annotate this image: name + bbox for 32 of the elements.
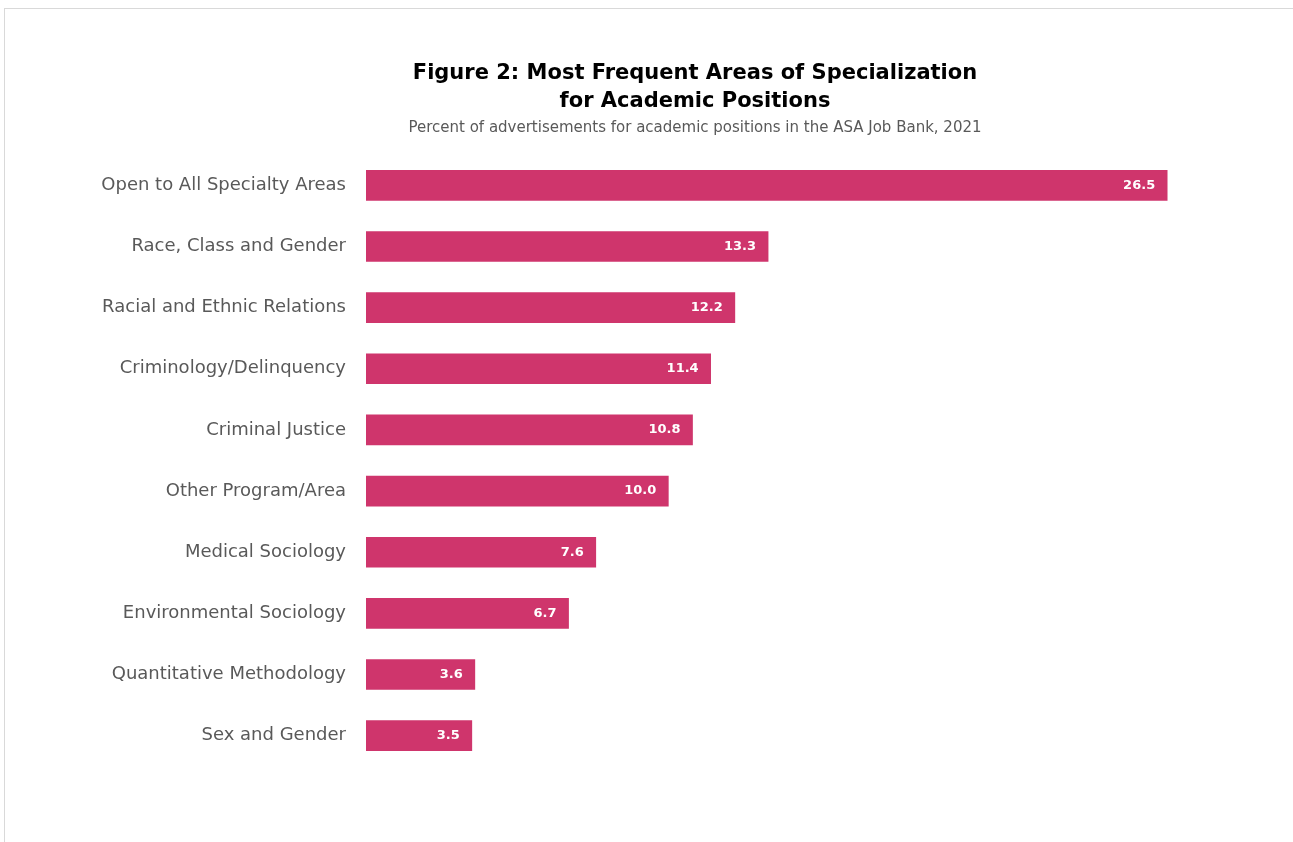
data-label: 26.5 [1123, 176, 1156, 192]
data-label: 3.6 [439, 665, 463, 681]
bar [366, 231, 769, 262]
y-tick-label: Race, Class and Gender [131, 234, 347, 256]
data-label: 3.5 [436, 727, 460, 743]
data-label: 7.6 [560, 543, 584, 559]
data-label: 10.8 [648, 421, 681, 437]
y-tick-label: Medical Sociology [184, 539, 347, 561]
data-label: 12.2 [690, 299, 723, 315]
chart-subtitle: Percent of advertisements for academic positions in the ASA Job Bank, 2021 [407, 118, 983, 136]
bar [366, 414, 693, 446]
data-label: 11.4 [666, 360, 699, 376]
y-tick-label: Other Program/Area [165, 478, 346, 500]
y-tick-label: Sex and Gender [201, 723, 347, 745]
bar [366, 536, 597, 568]
bar [366, 353, 711, 385]
bar [366, 292, 736, 323]
y-tick-label: Quantitative Methodology [111, 662, 347, 684]
bar [366, 475, 669, 507]
bar [366, 598, 569, 629]
y-tick-label: Open to All Specialty Areas [101, 173, 346, 195]
y-tick-label: Racial and Ethnic Relations [102, 295, 346, 317]
data-label: 6.7 [533, 604, 557, 620]
bar [366, 170, 1168, 201]
y-tick-label: Environmental Sociology [122, 601, 347, 623]
data-label: 10.0 [624, 482, 657, 498]
y-tick-label: Criminal Justice [206, 417, 346, 439]
bar [366, 659, 476, 690]
bar [366, 720, 473, 751]
chart-title: Figure 2: Most Frequent Areas of Specialization for Academic Positions [411, 59, 979, 114]
y-tick-label: Criminology/Delinquency [119, 356, 347, 378]
data-label: 13.3 [724, 237, 757, 253]
